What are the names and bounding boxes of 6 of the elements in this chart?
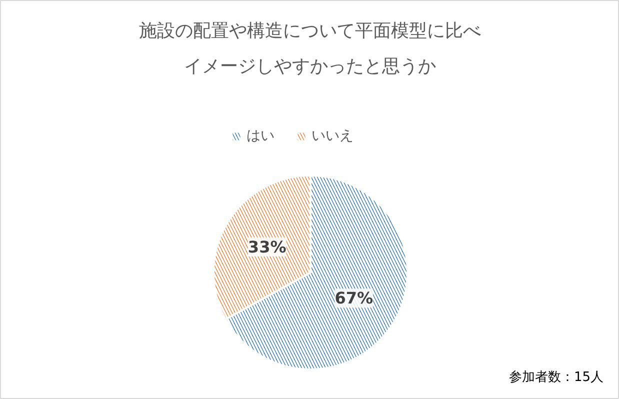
legend-label: はい — [246, 127, 274, 145]
data-label: 67% — [334, 288, 374, 308]
legend-label: いいえ — [312, 127, 354, 145]
data-label: 33% — [248, 237, 286, 256]
text: 参加者数：15人 — [508, 370, 604, 385]
chart-title: 施設の配置や構造について平面模型に比べイメージしやすかったと思うか — [139, 20, 481, 78]
